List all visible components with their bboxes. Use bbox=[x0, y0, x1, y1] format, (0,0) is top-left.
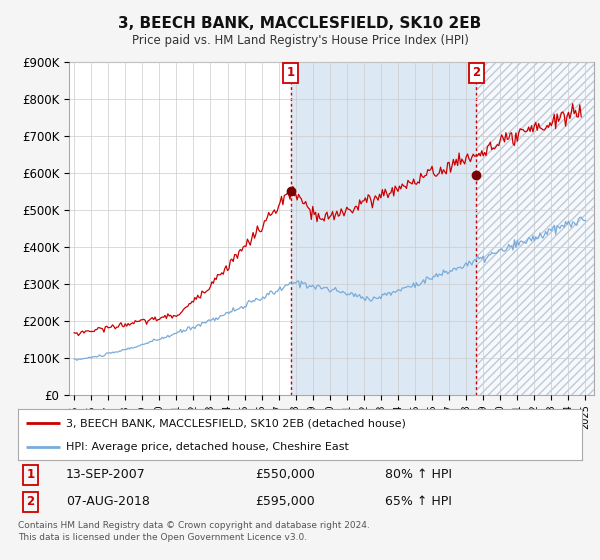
Text: 2: 2 bbox=[26, 496, 34, 508]
Text: 2: 2 bbox=[472, 66, 480, 79]
Text: 1: 1 bbox=[26, 469, 34, 482]
Text: 80% ↑ HPI: 80% ↑ HPI bbox=[385, 469, 452, 482]
Text: 1: 1 bbox=[287, 66, 295, 79]
Text: 07-AUG-2018: 07-AUG-2018 bbox=[66, 496, 150, 508]
Text: 3, BEECH BANK, MACCLESFIELD, SK10 2EB: 3, BEECH BANK, MACCLESFIELD, SK10 2EB bbox=[118, 16, 482, 31]
Text: HPI: Average price, detached house, Cheshire East: HPI: Average price, detached house, Ches… bbox=[66, 442, 349, 452]
Bar bbox=[291, 62, 476, 395]
Text: Contains HM Land Registry data © Crown copyright and database right 2024.
This d: Contains HM Land Registry data © Crown c… bbox=[18, 521, 370, 542]
Text: Price paid vs. HM Land Registry's House Price Index (HPI): Price paid vs. HM Land Registry's House … bbox=[131, 34, 469, 46]
Bar bbox=[476, 62, 594, 395]
Text: 65% ↑ HPI: 65% ↑ HPI bbox=[385, 496, 451, 508]
Text: 13-SEP-2007: 13-SEP-2007 bbox=[66, 469, 146, 482]
Bar bbox=[476, 62, 594, 395]
Text: 3, BEECH BANK, MACCLESFIELD, SK10 2EB (detached house): 3, BEECH BANK, MACCLESFIELD, SK10 2EB (d… bbox=[66, 418, 406, 428]
Text: £595,000: £595,000 bbox=[255, 496, 314, 508]
Text: £550,000: £550,000 bbox=[255, 469, 315, 482]
